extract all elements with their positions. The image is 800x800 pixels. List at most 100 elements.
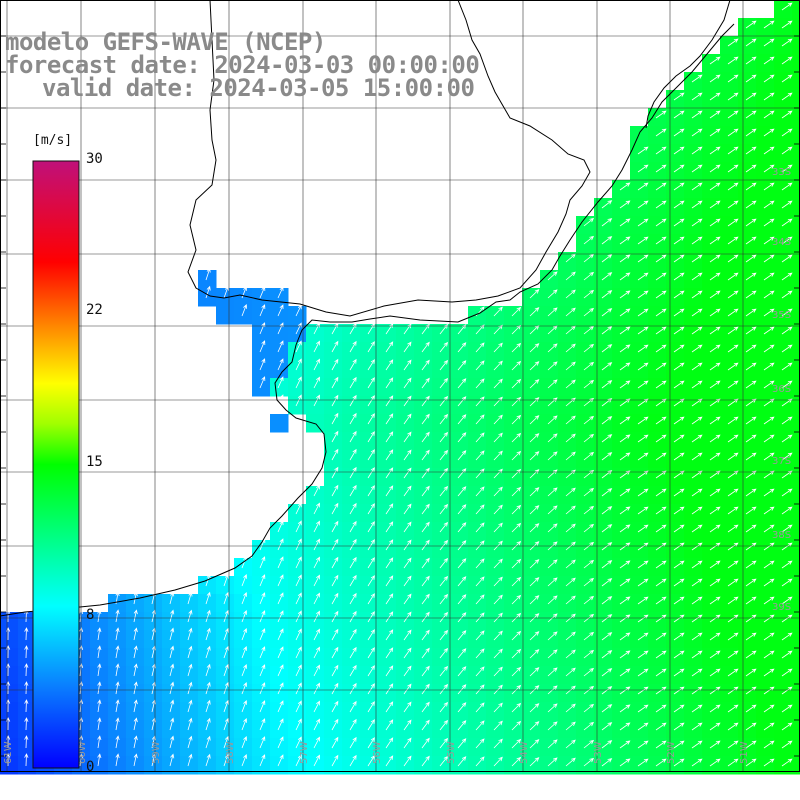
wind-arrow: [295, 376, 302, 389]
wind-arrow: [547, 289, 558, 299]
wind-speed-cell: [342, 486, 361, 505]
wind-arrow: [457, 540, 467, 551]
wind-speed-cell: [288, 630, 307, 649]
wind-arrow: [745, 38, 757, 47]
wind-arrow: [745, 74, 757, 83]
wind-arrow: [115, 735, 120, 749]
wind-arrow: [637, 614, 649, 623]
wind-speed-cell: [360, 702, 379, 721]
wind-speed-cell: [18, 702, 37, 721]
wind-arrow: [727, 650, 739, 659]
wind-arrow: [241, 645, 248, 659]
wind-arrow: [655, 506, 667, 515]
wind-arrow: [637, 740, 649, 749]
wind-speed-cell: [252, 576, 271, 595]
longitude-label: 59W: [151, 741, 162, 764]
wind-speed-cell: [360, 432, 379, 451]
wind-speed-cell: [342, 468, 361, 487]
wind-arrow: [691, 704, 703, 713]
wind-speed-cell: [378, 558, 397, 577]
wind-speed-cell: [792, 558, 800, 577]
wind-arrow: [673, 128, 685, 137]
wind-arrow: [457, 486, 467, 497]
wind-speed-cell: [432, 324, 451, 343]
wind-arrow: [763, 452, 775, 461]
wind-arrow: [493, 594, 503, 605]
wind-arrow: [691, 452, 703, 461]
wind-arrow: [241, 753, 248, 767]
wind-speed-cell: [414, 756, 433, 775]
wind-speed-cell: [396, 756, 415, 775]
wind-speed-cell: [342, 612, 361, 631]
wind-arrow: [367, 341, 375, 353]
wind-speed-cell: [0, 738, 19, 757]
wind-arrow: [781, 20, 793, 29]
wind-speed-cell: [144, 666, 163, 685]
wind-arrow: [511, 558, 522, 569]
wind-speed-cell: [306, 702, 325, 721]
wind-arrow: [763, 218, 775, 227]
wind-arrow: [673, 344, 685, 353]
wind-arrow: [385, 557, 394, 569]
wind-arrow: [619, 452, 631, 461]
wind-arrow: [637, 722, 649, 731]
wind-speed-cell: [234, 612, 253, 631]
wind-speed-cell: [234, 558, 253, 577]
wind-arrow: [133, 753, 138, 767]
wind-arrow: [367, 755, 375, 767]
longitude-label: 56W: [372, 741, 383, 764]
wind-arrow: [205, 717, 211, 731]
wind-speed-cell: [360, 540, 379, 559]
wind-arrow: [115, 717, 120, 731]
wind-speed-cell: [306, 684, 325, 703]
wind-arrow: [367, 575, 375, 587]
wind-arrow: [529, 721, 540, 731]
wind-arrow: [367, 719, 375, 731]
wind-speed-cell: [450, 378, 469, 397]
wind-arrow: [745, 56, 757, 65]
wind-speed-cell: [324, 684, 343, 703]
wind-arrow: [313, 538, 320, 551]
wind-arrow: [655, 434, 667, 443]
wind-arrow: [781, 74, 793, 83]
wind-arrow: [457, 504, 467, 515]
wind-speed-cell: [432, 540, 451, 559]
wind-arrow: [349, 520, 357, 533]
wind-speed-cell: [414, 738, 433, 757]
wind-speed-cell: [792, 180, 800, 199]
wind-speed-cell: [360, 612, 379, 631]
wind-arrow: [637, 326, 649, 335]
wind-arrow: [565, 523, 576, 533]
wind-arrow: [673, 596, 685, 605]
wind-arrow: [205, 267, 211, 281]
wind-arrow: [763, 578, 775, 587]
wind-arrow: [583, 343, 595, 353]
latitude-label: 37S: [772, 456, 791, 467]
wind-arrow: [745, 326, 757, 335]
wind-arrow: [709, 506, 721, 515]
wind-speed-cell: [306, 396, 325, 415]
wind-arrow: [475, 576, 485, 587]
wind-arrow: [529, 631, 540, 641]
wind-speed-cell: [198, 738, 217, 757]
wind-speed-cell: [306, 666, 325, 685]
wind-speed-cell: [288, 612, 307, 631]
wind-arrow: [277, 736, 284, 749]
wind-arrow: [457, 666, 467, 677]
wind-speed-cell: [252, 540, 271, 559]
wind-arrow: [403, 719, 412, 731]
wind-arrow: [709, 434, 721, 443]
wind-arrow: [583, 217, 595, 227]
wind-speed-cell: [450, 360, 469, 379]
wind-arrow: [349, 574, 357, 587]
wind-speed-cell: [396, 324, 415, 343]
wind-speed-cell: [450, 558, 469, 577]
wind-arrow: [241, 591, 248, 605]
wind-speed-cell: [324, 612, 343, 631]
wind-arrow: [529, 487, 540, 497]
wind-arrow: [403, 431, 412, 443]
wind-speed-cell: [450, 324, 469, 343]
wind-speed-cell: [342, 504, 361, 523]
wind-arrow: [511, 720, 522, 731]
wind-arrow: [637, 362, 649, 371]
